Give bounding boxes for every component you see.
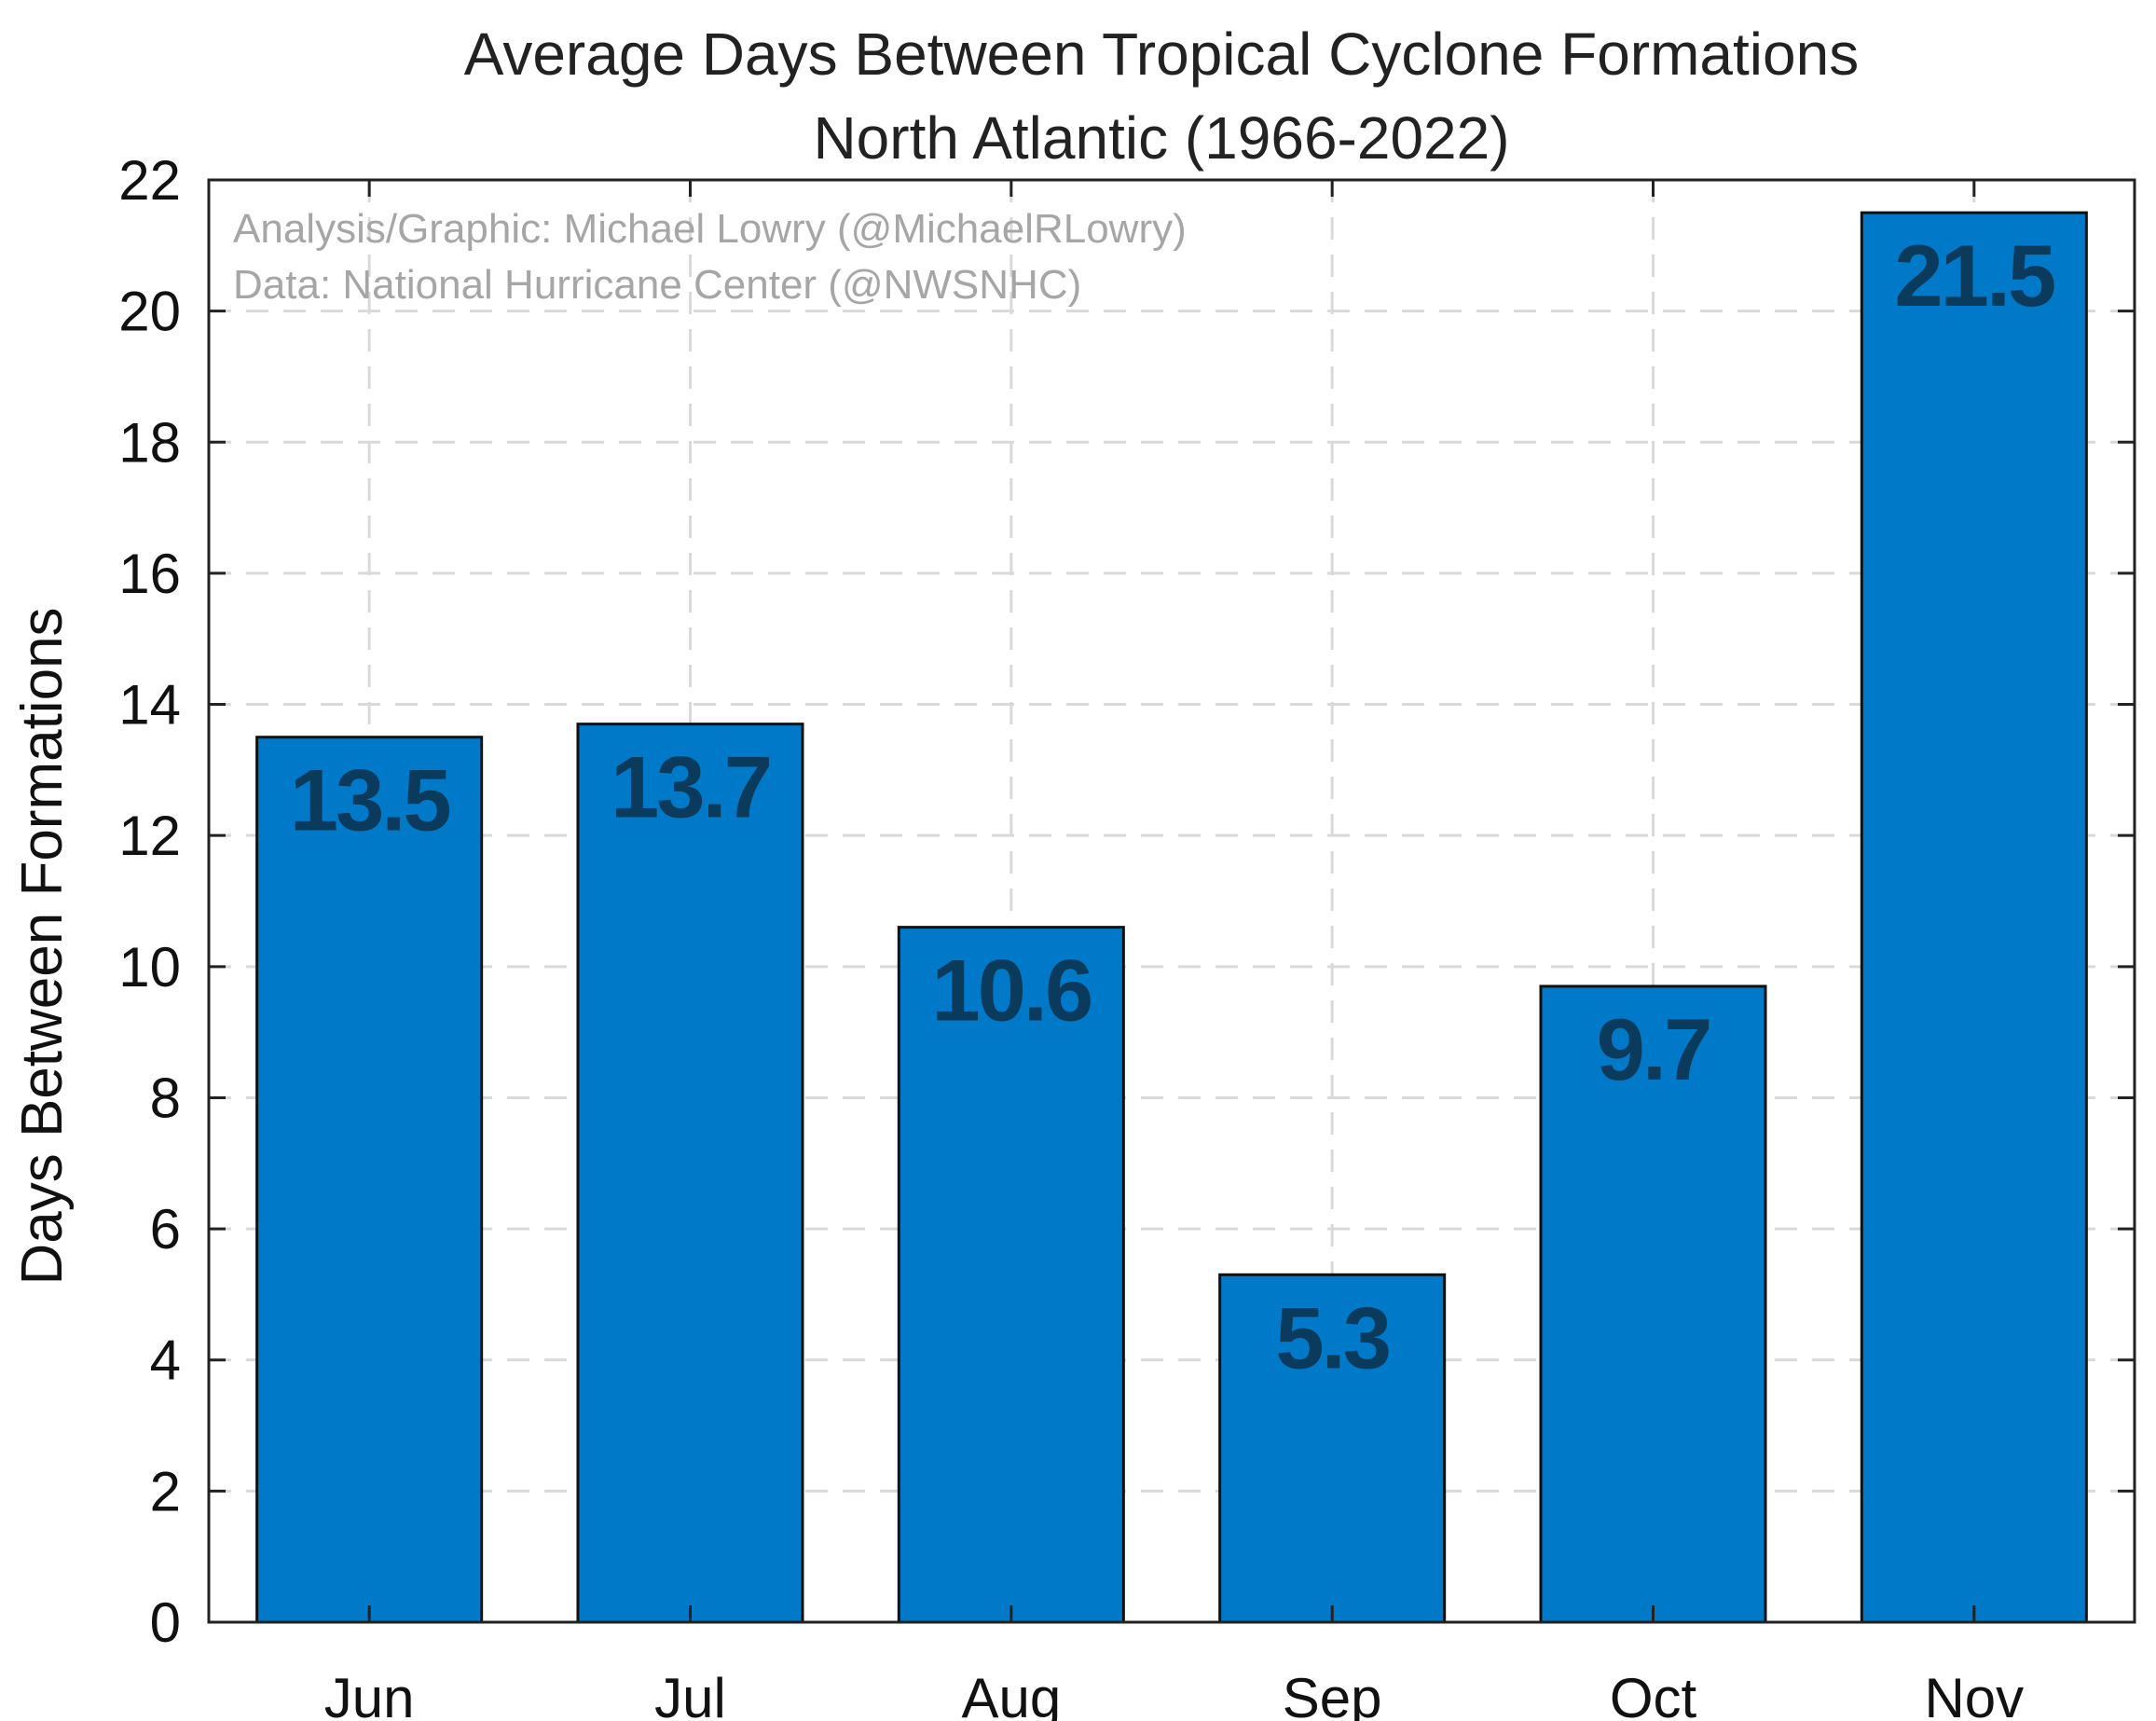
grid-lines [209, 180, 2135, 1622]
bar-sep [1218, 1273, 1447, 1624]
y-tick-label-20: 20 [118, 281, 181, 343]
bar-value-label-aug: 10.6 [931, 942, 1091, 1039]
bars [255, 211, 2088, 1624]
bar-jun [255, 736, 484, 1624]
credit-data: Data: National Hurricane Center (@NWSNHC… [233, 262, 1081, 308]
y-tick-label-0: 0 [150, 1591, 181, 1654]
y-tick-label-14: 14 [118, 674, 181, 737]
bar-nov [1860, 211, 2088, 1624]
y-tick-label-16: 16 [118, 543, 181, 605]
bar-value-label-jul: 13.7 [611, 738, 770, 836]
bar-value-label-oct: 9.7 [1597, 1000, 1710, 1098]
axis-ticks: 0 2 4 6 8 10 12 14 16 18 20 22 Jun Jul Aug Sep Oct Nov [118, 149, 2135, 1721]
credit-analysis: Analysis/Graphic: Michael Lowry (@Michae… [233, 206, 1187, 252]
y-tick-label-6: 6 [150, 1198, 181, 1260]
x-tick-label-jun: Jun [324, 1667, 415, 1721]
y-tick-label-4: 4 [150, 1329, 181, 1392]
bar-value-label-jun: 13.5 [290, 751, 450, 849]
bar-value-label-sep: 5.3 [1275, 1288, 1389, 1386]
chart-title: Average Days Between Tropical Cyclone Fo… [464, 21, 1859, 88]
x-tick-label-sep: Sep [1283, 1667, 1382, 1721]
bar-oct [1539, 984, 1767, 1624]
x-tick-label-oct: Oct [1610, 1667, 1697, 1721]
y-tick-label-22: 22 [118, 149, 181, 212]
chart-subtitle: North Atlantic (1966-2022) [813, 104, 1509, 172]
x-tick-label-nov: Nov [1924, 1667, 2024, 1721]
credits: Analysis/Graphic: Michael Lowry (@Michae… [233, 206, 1187, 308]
x-tick-label-jul: Jul [654, 1667, 726, 1721]
y-tick-label-12: 12 [118, 805, 181, 867]
bar-jul [576, 723, 804, 1624]
y-tick-label-10: 10 [118, 936, 181, 998]
bar-value-labels: 13.5 13.7 10.6 5.3 9.7 21.5 [290, 227, 2057, 1386]
y-tick-label-2: 2 [150, 1460, 181, 1522]
x-tick-label-aug: Aug [961, 1667, 1061, 1721]
bar-value-label-nov: 21.5 [1894, 227, 2054, 324]
y-tick-label-8: 8 [150, 1067, 181, 1129]
plot-frame [207, 178, 2136, 1624]
y-tick-label-18: 18 [118, 411, 181, 474]
y-axis-label: Days Between Formations [10, 607, 75, 1285]
